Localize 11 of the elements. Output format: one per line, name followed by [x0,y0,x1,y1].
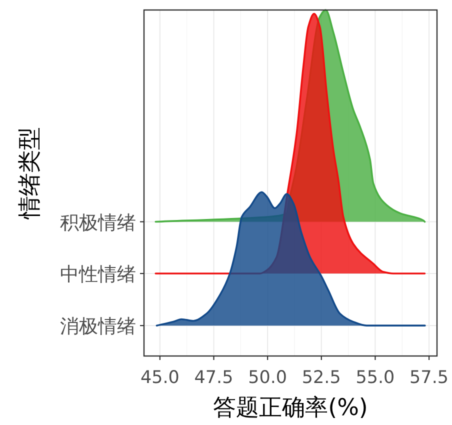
x-tick-label: 55.0 [356,368,395,388]
x-tick-label: 50.0 [248,368,288,388]
category-label: 中性情绪 [60,264,136,286]
x-tick-label: 52.5 [302,368,341,388]
x-tick-label: 45.0 [140,368,180,388]
x-tick-label: 47.5 [194,368,234,388]
x-axis-title: 答题正确率(%) [213,395,368,421]
category-label: 积极情绪 [60,212,136,234]
category-label: 消极情绪 [60,316,136,338]
y-axis-title: 情绪类型 [17,127,43,220]
x-tick-label: 57.5 [410,368,449,388]
